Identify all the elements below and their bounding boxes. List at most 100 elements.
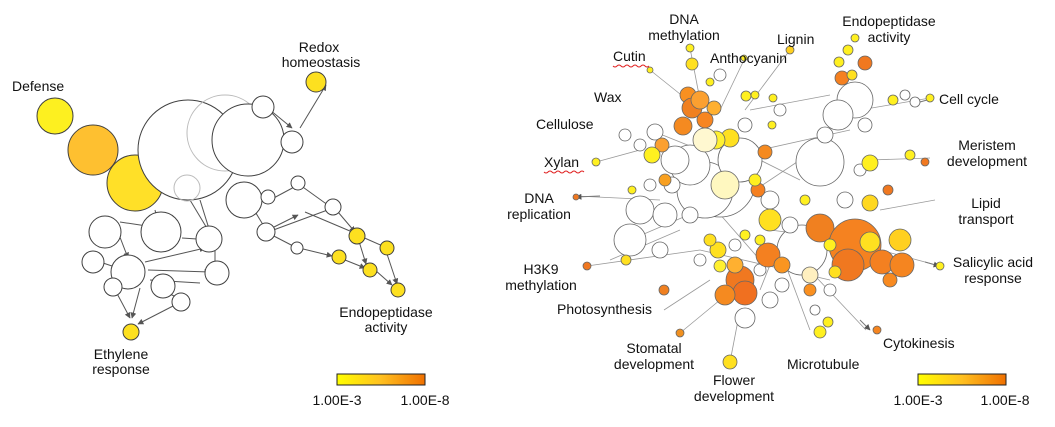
node-orange <box>834 70 850 86</box>
node-white <box>909 96 921 108</box>
legend-high-label: 1.00E-8 <box>980 392 1029 408</box>
right-nodes <box>572 33 945 370</box>
node-white <box>290 175 306 191</box>
node-white <box>809 304 821 316</box>
label-dna-replication: DNA <box>524 190 554 206</box>
node-white <box>857 117 873 133</box>
right-legend: 1.00E-3 1.00E-8 <box>893 373 1030 408</box>
node-orange <box>690 90 710 110</box>
node-white <box>251 95 275 119</box>
node-white <box>633 138 647 152</box>
node-yellow <box>904 149 916 161</box>
legend-low-label: 1.00E-3 <box>312 392 361 408</box>
node-yellow <box>768 93 778 103</box>
node-white <box>836 191 854 209</box>
node-endo-5 <box>390 282 406 298</box>
node-white <box>260 189 276 205</box>
spellcheck-underline <box>543 170 585 174</box>
label-xylan: Xylan <box>544 154 579 170</box>
node-white <box>816 126 834 144</box>
node-orange <box>714 284 736 306</box>
node-faint-small <box>173 174 201 202</box>
node-white-hub <box>652 202 678 228</box>
legend-gradient-bar <box>336 373 426 386</box>
node-endo-3 <box>331 249 347 265</box>
node-white <box>899 89 911 101</box>
label-endopeptidase: activity <box>365 319 408 335</box>
label-redox: homeostasis <box>282 54 361 70</box>
right-network: DNA methylation Cutin Lignin Anthocyanin… <box>505 11 1033 408</box>
node-yellow <box>627 185 637 195</box>
label-stomatal: development <box>614 356 694 372</box>
node-white <box>693 253 707 267</box>
node-white <box>761 291 779 309</box>
node-yellow <box>861 194 879 212</box>
node-endo-1 <box>348 227 366 245</box>
node-orange <box>920 157 930 167</box>
left-network: Defense Redox homeostasis Endopeptidase … <box>12 39 450 408</box>
node-yellow <box>739 229 751 241</box>
node-white <box>204 260 230 286</box>
node-yellow <box>861 154 879 172</box>
node-yellow <box>643 146 661 164</box>
node-white-hub <box>795 137 845 187</box>
label-flower: Flower <box>713 372 755 388</box>
node-orange <box>658 173 672 187</box>
node-yellow <box>646 66 654 74</box>
node-yellow <box>758 208 782 232</box>
legend-low-label: 1.00E-3 <box>893 392 942 408</box>
node-yellow <box>925 93 935 103</box>
left-labels: Defense Redox homeostasis Endopeptidase … <box>12 39 433 377</box>
node-orange <box>726 256 744 274</box>
label-endopeptidase-right: activity <box>868 29 911 45</box>
node-white <box>713 68 727 82</box>
node-yellow <box>799 194 811 206</box>
node-yellow <box>722 354 738 370</box>
node-orange <box>732 280 758 306</box>
node-yellow <box>823 238 837 252</box>
label-redox: Redox <box>299 39 339 55</box>
node-white <box>225 181 263 219</box>
node-yellow <box>713 259 727 273</box>
node-orange <box>755 242 781 268</box>
node-orange <box>582 261 592 271</box>
node-white <box>734 307 756 329</box>
node-white <box>774 277 790 293</box>
node-white <box>103 277 123 297</box>
node-yellow <box>888 228 912 252</box>
node-yellow <box>828 265 842 279</box>
spellcheck-underline <box>612 64 650 68</box>
node-yellow <box>887 94 899 106</box>
label-defense: Defense <box>12 78 64 94</box>
node-yellow <box>591 157 601 167</box>
node-white <box>140 211 182 253</box>
node-yellow <box>750 90 760 100</box>
label-h3k9: methylation <box>505 277 577 293</box>
node-orange <box>706 100 722 116</box>
label-meristem: Meristem <box>958 137 1016 153</box>
left-legend: 1.00E-3 1.00E-8 <box>312 373 450 408</box>
node-white <box>324 198 342 216</box>
node-white <box>256 222 276 242</box>
node-white-hub <box>822 99 854 131</box>
node-orange <box>803 283 817 297</box>
label-h3k9: H3K9 <box>523 261 558 277</box>
node-endo-4 <box>362 262 378 278</box>
label-dna-methylation: methylation <box>648 27 720 43</box>
node-white-hub <box>613 223 647 257</box>
node-yellow <box>785 45 795 55</box>
right-labels: DNA methylation Cutin Lignin Anthocyanin… <box>505 11 1033 404</box>
node-yellow <box>709 241 727 259</box>
node-yellow <box>859 231 881 253</box>
label-salicylic: response <box>964 270 1022 286</box>
node-white <box>171 292 191 312</box>
node-yellow <box>754 234 766 246</box>
node-yellow <box>748 173 762 187</box>
node-white <box>737 117 753 133</box>
node-orange <box>654 137 670 153</box>
node-white-hub <box>625 195 655 225</box>
node-orange <box>805 213 835 243</box>
node-white <box>618 128 632 142</box>
node-yellow <box>935 261 945 271</box>
node-yellow <box>813 325 827 339</box>
